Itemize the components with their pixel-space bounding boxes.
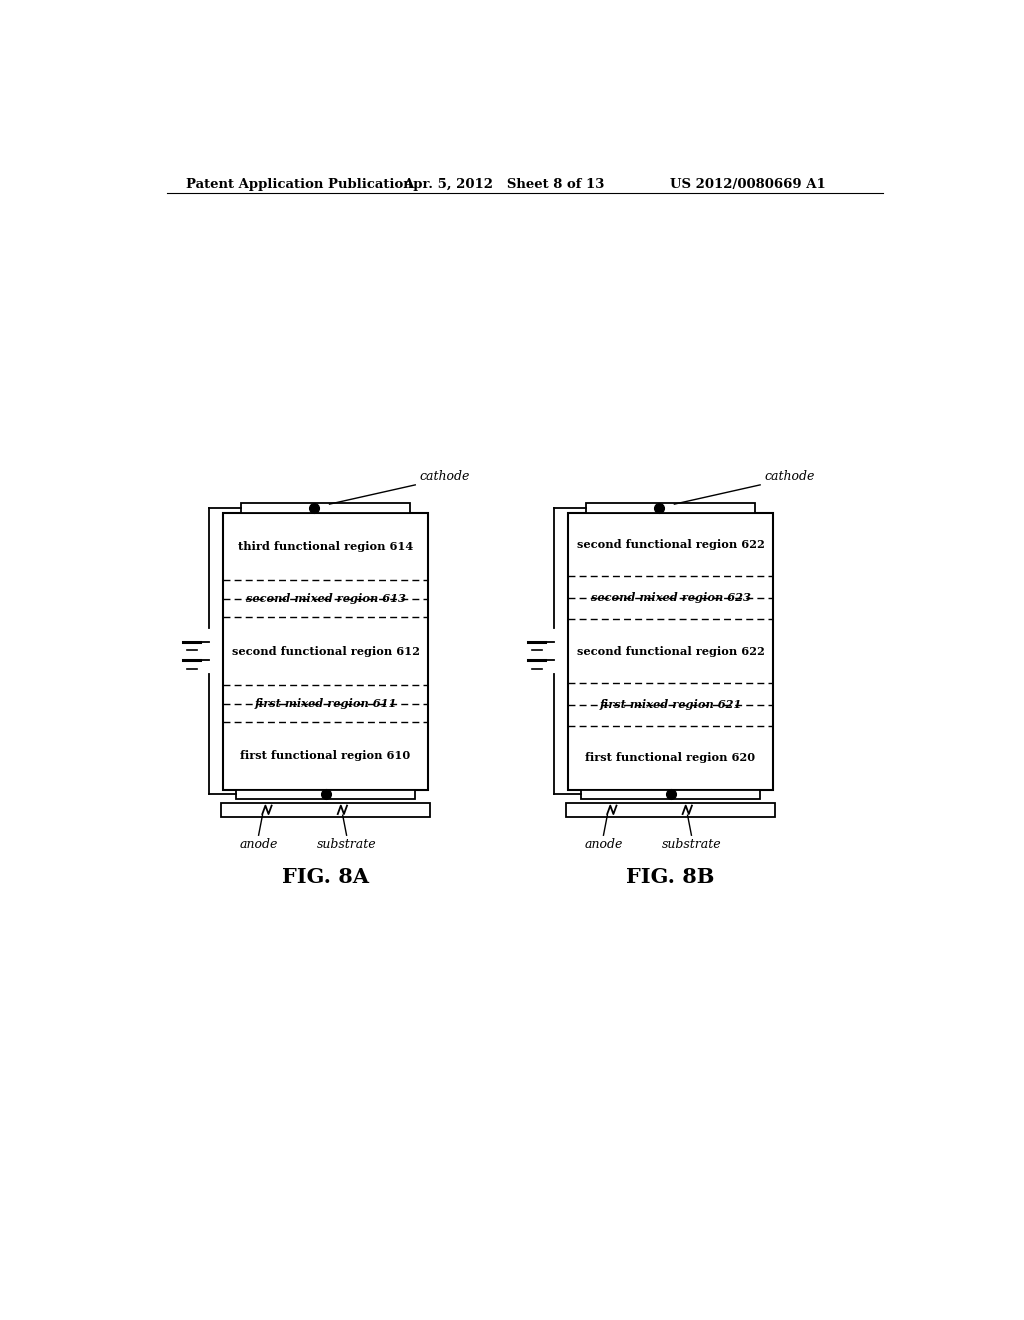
Text: substrate: substrate: [316, 838, 377, 850]
Text: FIG. 8B: FIG. 8B: [627, 867, 715, 887]
Bar: [237, 789, 415, 799]
Bar: [565, 803, 775, 817]
Text: FIG. 8A: FIG. 8A: [283, 867, 369, 887]
Text: cathode: cathode: [764, 470, 814, 483]
Text: cathode: cathode: [419, 470, 469, 483]
Text: substrate: substrate: [662, 838, 721, 850]
Bar: [223, 512, 428, 789]
Text: Patent Application Publication: Patent Application Publication: [186, 178, 413, 190]
Text: anode: anode: [585, 838, 623, 850]
Bar: [242, 503, 410, 512]
Text: second mixed region 613: second mixed region 613: [246, 593, 406, 605]
Text: second functional region 622: second functional region 622: [577, 645, 765, 657]
Text: second mixed region 623: second mixed region 623: [591, 593, 751, 603]
Text: anode: anode: [240, 838, 278, 850]
Bar: [587, 503, 755, 512]
Bar: [582, 789, 760, 799]
Text: first functional region 610: first functional region 610: [241, 751, 411, 762]
Text: first mixed region 621: first mixed region 621: [599, 700, 741, 710]
Text: second functional region 612: second functional region 612: [231, 645, 420, 657]
Text: US 2012/0080669 A1: US 2012/0080669 A1: [671, 178, 826, 190]
Text: first mixed region 611: first mixed region 611: [254, 698, 397, 709]
Text: third functional region 614: third functional region 614: [238, 541, 414, 552]
Text: first functional region 620: first functional region 620: [586, 752, 756, 763]
Text: second functional region 622: second functional region 622: [577, 539, 765, 550]
Text: Apr. 5, 2012   Sheet 8 of 13: Apr. 5, 2012 Sheet 8 of 13: [403, 178, 604, 190]
Bar: [221, 803, 430, 817]
Bar: [568, 512, 773, 789]
